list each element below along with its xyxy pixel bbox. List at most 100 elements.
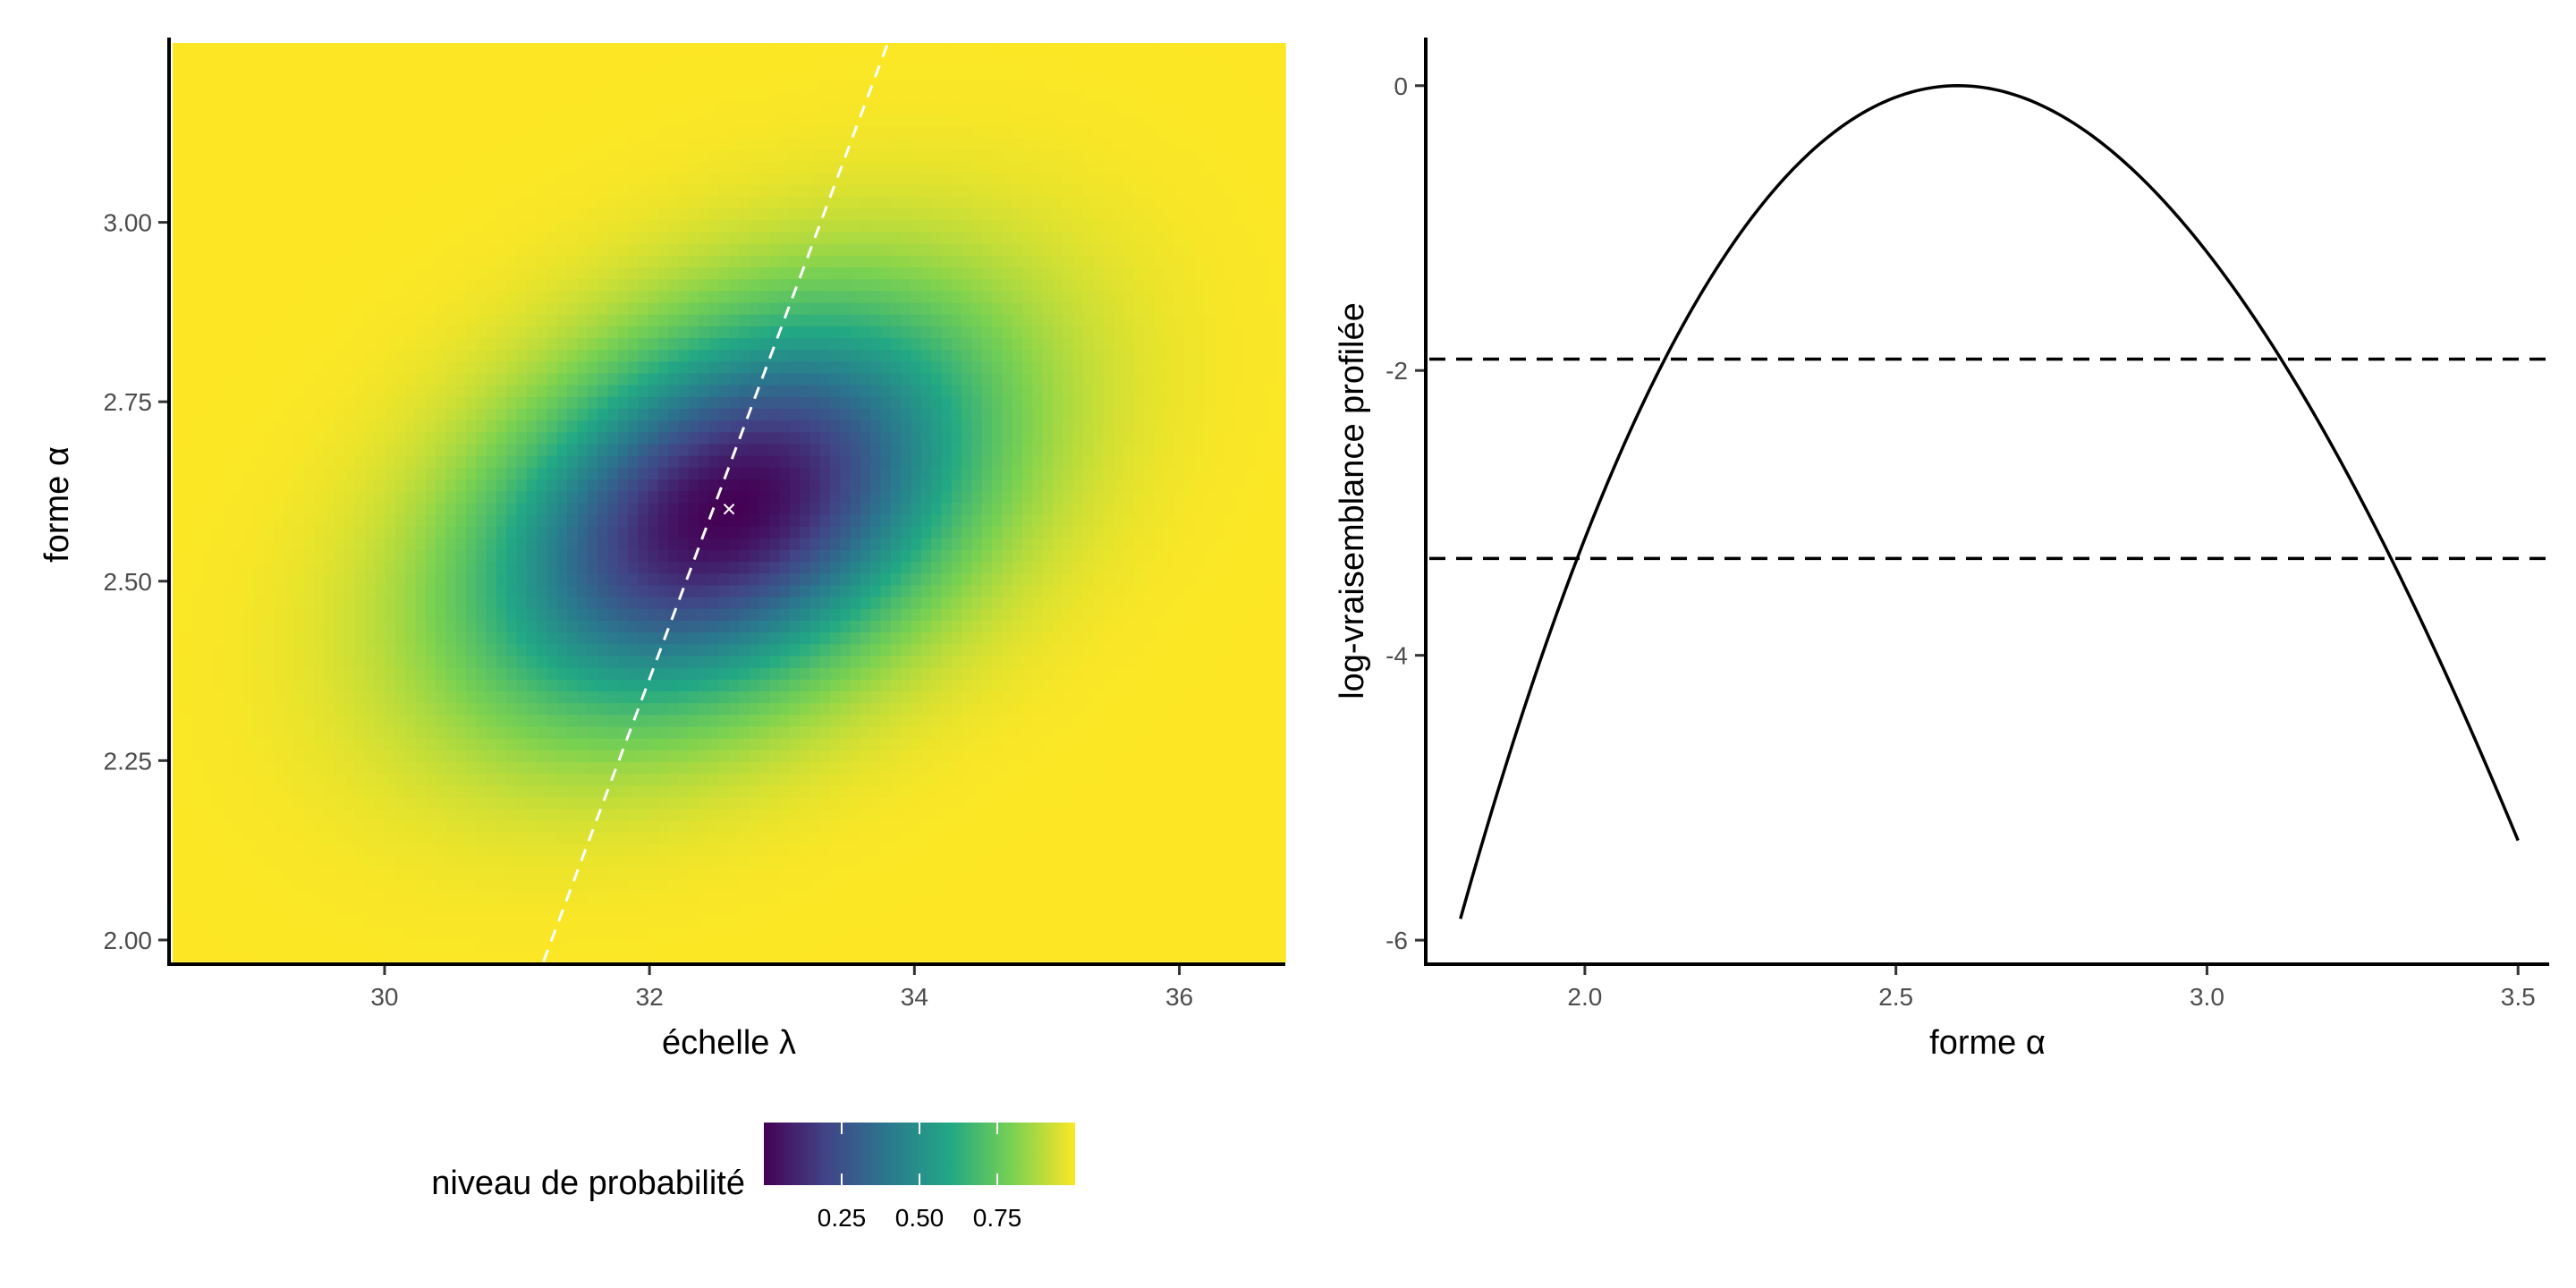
heatmap-cell	[1204, 655, 1216, 668]
heatmap-cell	[587, 725, 598, 739]
heatmap-cell	[890, 479, 902, 492]
heatmap-cell	[173, 631, 184, 645]
heatmap-cell	[981, 584, 993, 597]
heatmap-cell	[870, 808, 882, 821]
heatmap-cell	[486, 914, 497, 928]
heatmap-cell	[1164, 608, 1175, 621]
heatmap-cell	[516, 691, 528, 704]
heatmap-cell	[758, 937, 771, 951]
heatmap-cell	[992, 513, 1004, 527]
heatmap-cell	[1265, 725, 1276, 739]
heatmap-cell	[607, 549, 619, 563]
heatmap-cell	[364, 725, 376, 739]
heatmap-cell	[779, 714, 791, 727]
heatmap-cell	[314, 761, 326, 775]
heatmap-cell	[789, 926, 801, 939]
heatmap-cell	[739, 832, 750, 845]
heatmap-cell	[173, 608, 184, 621]
heatmap-cell	[526, 596, 538, 609]
heatmap-cell	[830, 949, 842, 962]
heatmap-cell	[243, 608, 255, 621]
heatmap-cell	[941, 926, 953, 939]
heatmap-cell	[809, 808, 821, 821]
heatmap-cell	[920, 843, 932, 857]
heatmap-cell	[1103, 773, 1114, 786]
heatmap-cell	[537, 878, 548, 892]
heatmap-cell	[739, 655, 750, 668]
heatmap-cell	[455, 525, 467, 538]
heatmap-cell	[314, 561, 326, 574]
heatmap-cell	[951, 784, 962, 798]
heatmap-cell	[415, 796, 427, 809]
heatmap-cell	[445, 737, 457, 750]
heatmap-cell	[274, 631, 285, 645]
heatmap-cell	[425, 949, 436, 962]
heatmap-cell	[1255, 914, 1267, 928]
heatmap-cell	[901, 666, 912, 680]
heatmap-cell	[1002, 891, 1013, 903]
heatmap-cell	[941, 631, 953, 645]
heatmap-cell	[920, 784, 932, 798]
heatmap-cell	[678, 725, 690, 739]
heatmap-cell	[749, 843, 760, 857]
heatmap-cell	[941, 643, 953, 657]
heatmap-cell	[577, 467, 589, 479]
heatmap-cell	[394, 479, 406, 492]
heatmap-cell	[567, 820, 579, 833]
heatmap-cell	[526, 608, 538, 621]
heatmap-cell	[516, 538, 528, 550]
heatmap-cell	[526, 538, 538, 550]
heatmap-cell	[567, 467, 579, 479]
heatmap-cell	[718, 490, 730, 504]
heatmap-cell	[739, 691, 750, 704]
heatmap-cell	[607, 867, 619, 880]
heatmap-cell	[304, 584, 316, 597]
heatmap-cell	[769, 902, 781, 916]
heatmap-cell	[830, 679, 842, 691]
heatmap-cell	[1123, 643, 1135, 657]
heatmap-cell	[364, 843, 376, 857]
heatmap-cell	[607, 596, 619, 609]
heatmap-cell	[274, 891, 285, 903]
heatmap-cell	[1103, 643, 1114, 657]
heatmap-cell	[1244, 737, 1256, 750]
heatmap-cell	[1032, 572, 1044, 586]
heatmap-cell	[648, 761, 659, 775]
heatmap-cell	[901, 443, 912, 456]
heatmap-cell	[556, 584, 568, 597]
heatmap-cell	[324, 549, 335, 563]
heatmap-cell	[274, 843, 285, 857]
heatmap-cell	[1153, 443, 1165, 456]
heatmap-cell	[445, 502, 457, 515]
heatmap-cell	[436, 525, 447, 538]
heatmap-cell	[668, 902, 680, 916]
heatmap-cell	[1021, 572, 1034, 586]
heatmap-cell	[182, 608, 194, 621]
heatmap-cell	[890, 926, 902, 939]
heatmap-cell	[617, 702, 629, 716]
heatmap-cell	[678, 914, 690, 928]
heatmap-cell	[1265, 714, 1276, 727]
heatmap-cell	[476, 596, 487, 609]
heatmap-cell	[1093, 666, 1105, 680]
heatmap-cell	[638, 454, 649, 468]
heatmap-cell	[577, 525, 589, 538]
heatmap-cell	[830, 502, 842, 515]
heatmap-cell	[1214, 737, 1225, 750]
heatmap-cell	[981, 454, 993, 468]
heatmap-cell	[1113, 796, 1124, 809]
heatmap-cell	[425, 549, 436, 563]
heatmap-cell	[233, 867, 244, 880]
heatmap-cell	[192, 691, 204, 704]
heatmap-cell	[506, 820, 518, 833]
heatmap-cell	[607, 926, 619, 939]
heatmap-cell	[1244, 725, 1256, 739]
heatmap-cell	[284, 584, 295, 597]
heatmap-cell	[678, 737, 690, 750]
heatmap-cell	[415, 490, 427, 504]
heatmap-cell	[314, 691, 326, 704]
heatmap-cell	[1072, 431, 1084, 445]
heatmap-cell	[931, 867, 943, 880]
heatmap-cell	[496, 914, 507, 928]
heatmap-cell	[506, 843, 518, 857]
